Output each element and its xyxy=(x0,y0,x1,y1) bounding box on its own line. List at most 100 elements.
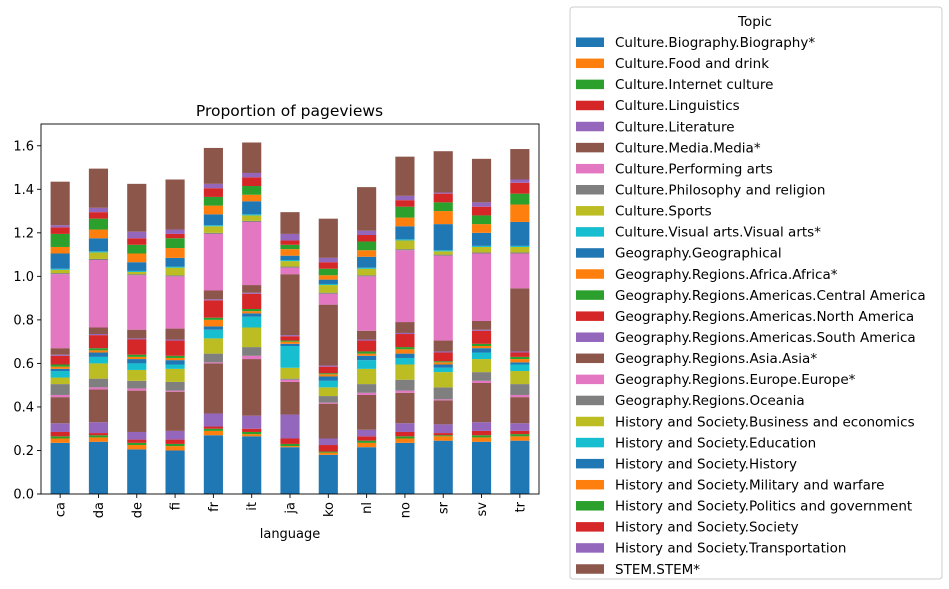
bar-segment-fi-17 xyxy=(165,275,185,277)
legend-swatch xyxy=(576,100,604,111)
x-tick-label-de: de xyxy=(130,502,145,518)
bar-segment-nl-21 xyxy=(357,250,377,257)
bar-segment-sr-15 xyxy=(433,340,453,352)
bar-segment-fr-11 xyxy=(203,319,223,327)
bar-segment-nl-19 xyxy=(357,267,377,269)
bar-segment-it-20 xyxy=(242,201,262,215)
bar-segment-da-16 xyxy=(88,260,109,328)
x-axis: ca da de fi fr it ja ko nl no sr sv tr xyxy=(54,494,528,518)
legend-swatch xyxy=(576,269,604,279)
bar-segment-it-11 xyxy=(242,311,262,314)
legend-swatch xyxy=(576,79,604,90)
bar-segment-fr-17 xyxy=(203,232,223,234)
bar-segment-fr-9 xyxy=(203,329,223,339)
bar-segment-sr-3 xyxy=(433,433,453,436)
bar-segment-da-12 xyxy=(88,348,109,351)
bar-segment-no-9 xyxy=(395,357,415,365)
bar-segment-fr-12 xyxy=(203,317,223,320)
bar-segment-sv-13 xyxy=(471,330,492,344)
bar-segment-no-19 xyxy=(395,239,415,241)
legend-label: History and Society.Politics and governm… xyxy=(615,499,912,515)
bar-segment-nl-11 xyxy=(357,353,377,356)
bar-segment-sv-6 xyxy=(471,380,492,383)
legend-label: Culture.Linguistics xyxy=(615,98,740,114)
bar-segment-ko-7 xyxy=(318,396,338,403)
bar-segment-sv-12 xyxy=(471,343,492,346)
bar-segment-sv-8 xyxy=(471,359,492,373)
bar-segment-nl-5 xyxy=(357,394,377,430)
bar-segment-no-24 xyxy=(395,195,415,201)
bar-segment-de-9 xyxy=(127,363,147,370)
bar-segment-ko-0 xyxy=(318,454,338,494)
bar-segment-de-19 xyxy=(127,270,147,272)
bar-segment-fi-0 xyxy=(165,450,185,494)
bar-segment-de-11 xyxy=(127,356,147,360)
legend-swatch xyxy=(576,37,604,47)
bar-segment-fi-6 xyxy=(165,390,185,392)
bar-segment-it-2 xyxy=(242,431,262,435)
bar-segment-fi-25 xyxy=(165,179,185,230)
bar-segment-nl-20 xyxy=(357,256,377,268)
bar-segment-ko-10 xyxy=(318,376,338,381)
bar-segment-it-8 xyxy=(242,327,262,348)
bar-segment-tr-14 xyxy=(510,351,530,353)
bar-segment-fi-19 xyxy=(165,266,185,268)
legend-swatch xyxy=(576,163,604,174)
bar-segment-ja-6 xyxy=(280,379,300,382)
bar-segment-tr-5 xyxy=(510,397,530,424)
legend-label: Geography.Regions.Americas.North America xyxy=(615,309,914,325)
bar-segment-fr-16 xyxy=(203,233,223,291)
x-tick-label-fr: fr xyxy=(207,501,222,512)
bar-segment-de-3 xyxy=(127,439,147,443)
bar-segment-it-16 xyxy=(242,221,262,286)
bar-segment-da-22 xyxy=(88,218,109,230)
legend-swatch xyxy=(576,374,604,385)
bar-segment-ko-6 xyxy=(318,402,338,404)
bar-segment-ja-23 xyxy=(280,240,300,245)
legend-swatch xyxy=(576,416,604,427)
legend-label: Culture.Media.Media* xyxy=(615,140,761,156)
bar-segment-nl-24 xyxy=(357,230,377,235)
y-tick-label: 1.2 xyxy=(13,226,34,241)
bar-segment-da-24 xyxy=(88,207,109,213)
bar-segment-it-4 xyxy=(242,415,262,429)
legend-label: History and Society.Society xyxy=(615,520,799,536)
bar-segment-ca-22 xyxy=(50,233,70,247)
bar-segment-ko-23 xyxy=(318,262,338,269)
bar-segment-no-21 xyxy=(395,217,415,227)
bar-segment-de-1 xyxy=(127,445,147,450)
bar-segment-ca-3 xyxy=(50,431,70,437)
bar-segment-it-14 xyxy=(242,292,262,294)
bar-segment-fi-18 xyxy=(165,267,185,276)
bar-segment-da-4 xyxy=(88,422,109,434)
bar-segment-no-7 xyxy=(395,379,415,391)
legend-label: Culture.Philosophy and religion xyxy=(615,182,825,198)
bar-segment-da-9 xyxy=(88,356,109,364)
bar-segment-nl-16 xyxy=(357,276,377,331)
bar-segment-ko-3 xyxy=(318,445,338,452)
bar-segment-ca-8 xyxy=(50,377,70,385)
bar-segment-sv-10 xyxy=(471,348,492,353)
x-tick-label-sr: sr xyxy=(437,501,452,514)
bar-segment-sr-11 xyxy=(433,362,453,365)
bar-segment-fi-3 xyxy=(165,439,185,444)
bar-segment-da-13 xyxy=(88,335,109,349)
bar-segment-de-4 xyxy=(127,431,147,440)
legend-swatch xyxy=(576,564,604,574)
bar-segment-nl-3 xyxy=(357,436,377,441)
bar-segment-ca-13 xyxy=(50,355,70,365)
bar-segment-ja-5 xyxy=(280,381,300,415)
bar-segment-sr-0 xyxy=(433,440,453,494)
bar-segment-fr-6 xyxy=(203,362,223,364)
bar-segment-de-20 xyxy=(127,262,147,271)
bar-segment-ko-2 xyxy=(318,451,338,453)
bar-segment-no-0 xyxy=(395,442,415,494)
bar-segment-fr-15 xyxy=(203,290,223,300)
bar-segment-nl-12 xyxy=(357,351,377,354)
legend-swatch xyxy=(576,311,604,321)
bar-segment-ca-4 xyxy=(50,423,70,432)
legend-frame xyxy=(569,6,943,580)
bar-segment-nl-4 xyxy=(357,429,377,437)
bar-segment-ca-20 xyxy=(50,253,70,269)
bar-segment-ca-10 xyxy=(50,368,70,372)
